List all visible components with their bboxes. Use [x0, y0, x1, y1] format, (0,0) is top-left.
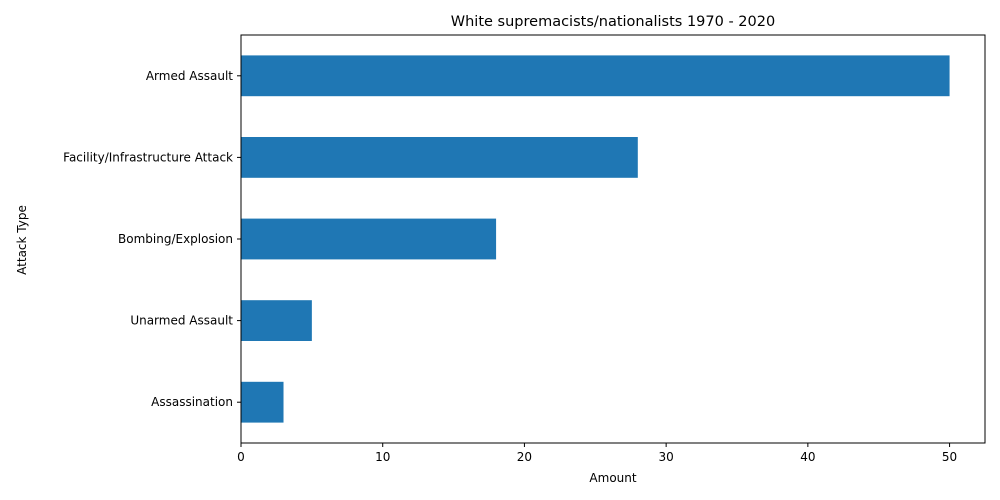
y-tick-label: Assassination	[151, 395, 233, 409]
bar	[241, 300, 312, 341]
axes-frame	[240, 34, 986, 444]
x-tick-label: 10	[375, 450, 390, 464]
y-tick-label: Bombing/Explosion	[118, 232, 233, 246]
y-tick-label: Unarmed Assault	[130, 314, 233, 328]
bar	[241, 218, 497, 260]
x-tick-label: 50	[942, 450, 957, 464]
chart-title: White supremacists/nationalists 1970 - 2…	[451, 14, 775, 30]
x-tick-label: 0	[237, 450, 245, 464]
x-axis-label: Amount	[589, 471, 636, 485]
y-tick-label: Facility/Infrastructure Attack	[63, 150, 233, 164]
bar	[241, 55, 950, 97]
bar	[241, 137, 638, 178]
plot-area: Armed Assault Facility/Infrastructure Att…	[63, 34, 986, 464]
bar	[241, 381, 284, 423]
x-tick-label: 40	[800, 450, 815, 464]
x-tick-label: 20	[517, 450, 532, 464]
x-tick-label: 30	[659, 450, 674, 464]
y-tick-label: Armed Assault	[146, 69, 233, 83]
y-axis-label: Attack Type	[15, 205, 29, 275]
